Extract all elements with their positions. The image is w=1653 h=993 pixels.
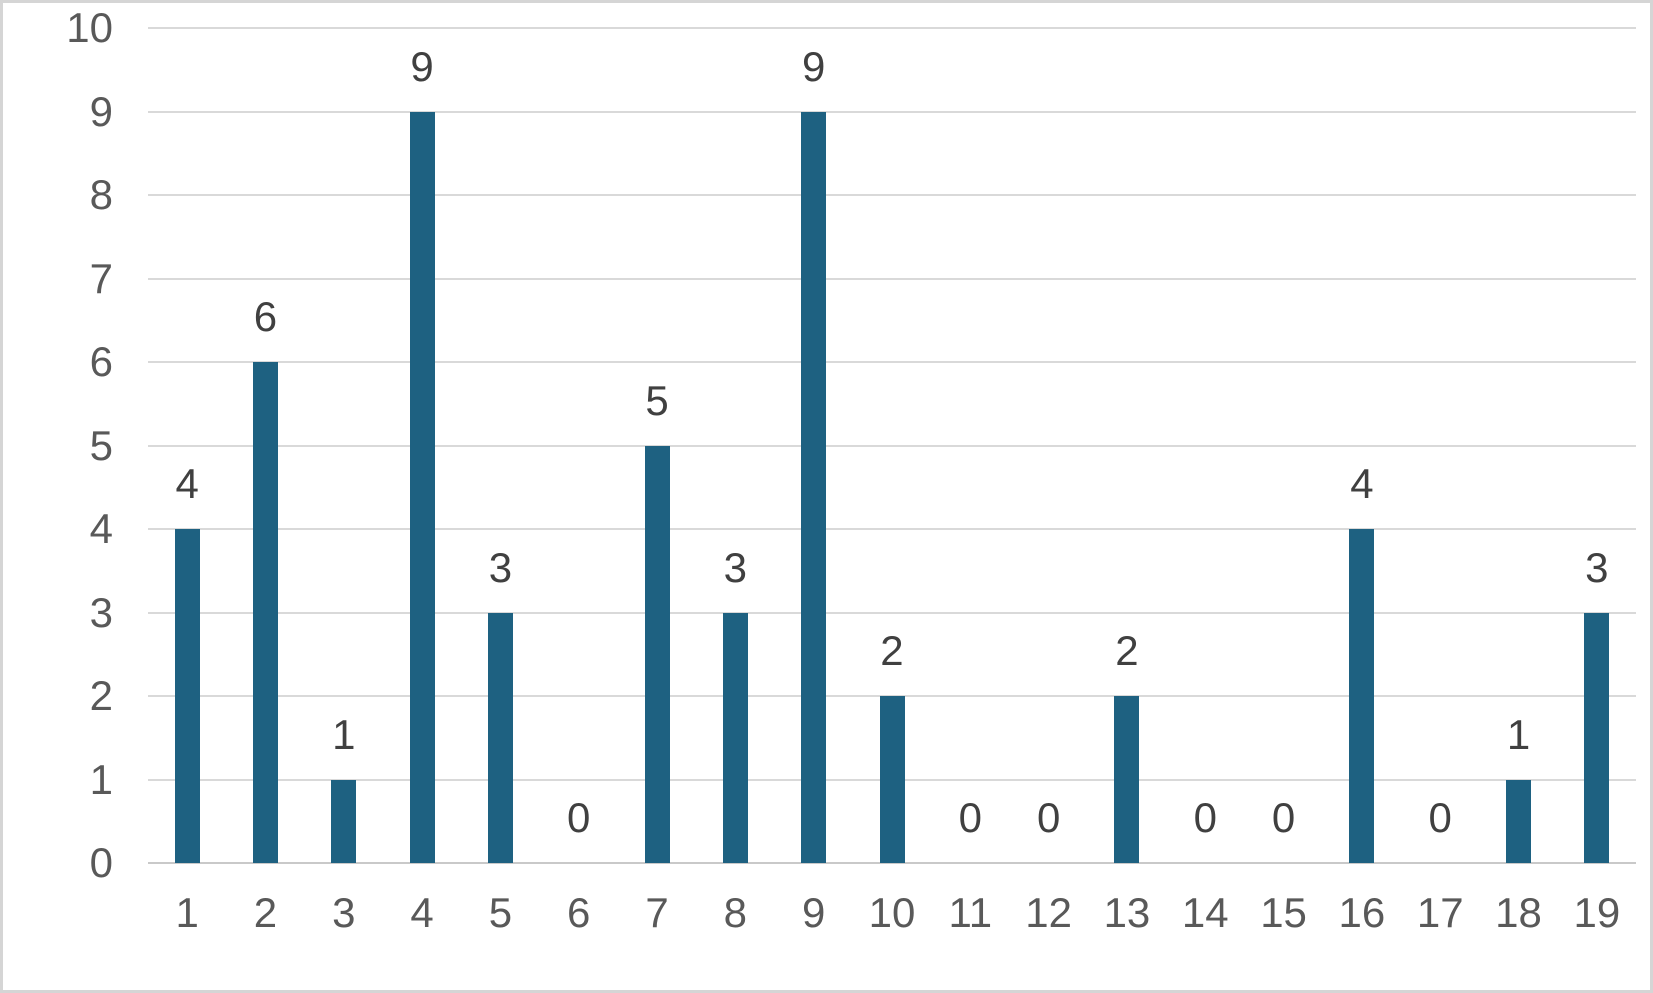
- x-tick-label-16: 16: [1338, 889, 1386, 936]
- x-tick-label-2: 2: [253, 889, 278, 936]
- x-tick-label-19: 19: [1573, 889, 1621, 936]
- bar-4: [409, 111, 435, 863]
- x-tick-label-3: 3: [332, 889, 356, 936]
- data-label-7: 5: [645, 376, 669, 424]
- x-tick-label-10: 10: [868, 889, 916, 936]
- bar-19: [1584, 612, 1610, 863]
- data-label-14: 0: [1193, 794, 1217, 841]
- bar-9: [801, 111, 827, 863]
- x-tick-label-9: 9: [801, 889, 826, 936]
- x-tick-label-12: 12: [1025, 889, 1072, 936]
- data-label-1: 4: [175, 460, 199, 507]
- x-tick-label-5: 5: [488, 889, 513, 936]
- y-tick-label-3: 3: [89, 588, 113, 636]
- plot-area: 4 6 1 9 3 0 5 3 9 2 0 0 2 0 0 4 0 1 3: [148, 27, 1636, 864]
- y-tick-label-0: 0: [89, 839, 113, 886]
- data-label-2: 6: [253, 293, 278, 340]
- gridline-y9: [148, 110, 1636, 113]
- gridline-y3: [148, 611, 1636, 614]
- y-tick-label-7: 7: [89, 254, 113, 302]
- x-tick-label-15: 15: [1260, 889, 1307, 936]
- data-label-18: 1: [1506, 710, 1531, 758]
- bar-8: [722, 612, 748, 863]
- data-label-8: 3: [723, 543, 748, 591]
- data-label-19: 3: [1585, 543, 1609, 591]
- x-tick-label-13: 13: [1103, 889, 1151, 936]
- bar-10: [879, 696, 905, 863]
- x-axis-line: [148, 862, 1636, 864]
- x-tick-label-17: 17: [1416, 889, 1464, 936]
- data-label-16: 4: [1350, 460, 1374, 507]
- data-label-15: 0: [1271, 794, 1296, 841]
- gridline-y10: [148, 27, 1636, 29]
- data-label-3: 1: [332, 710, 356, 758]
- data-label-9: 9: [801, 42, 826, 90]
- y-tick-label-4: 4: [89, 505, 113, 552]
- x-tick-label-11: 11: [948, 889, 993, 936]
- gridline-y7: [148, 277, 1636, 280]
- data-label-13: 2: [1115, 627, 1139, 674]
- x-tick-label-1: 1: [175, 889, 199, 936]
- x-tick-label-4: 4: [410, 889, 434, 936]
- x-tick-label-6: 6: [567, 889, 591, 936]
- data-label-12: 0: [1036, 794, 1061, 841]
- y-tick-label-8: 8: [89, 171, 113, 218]
- x-tick-label-7: 7: [645, 889, 669, 936]
- bar-2: [252, 362, 278, 863]
- data-label-6: 0: [567, 794, 591, 841]
- y-tick-label-1: 1: [89, 755, 113, 803]
- x-tick-label-14: 14: [1181, 889, 1229, 936]
- bar-1: [174, 529, 200, 863]
- bar-13: [1114, 696, 1140, 863]
- gridline-y4: [148, 528, 1636, 530]
- data-label-4: 9: [410, 42, 434, 90]
- y-tick-label-2: 2: [89, 672, 113, 719]
- x-tick-label-8: 8: [723, 889, 748, 936]
- bar-18: [1506, 779, 1532, 863]
- gridline-y5: [148, 444, 1636, 447]
- y-tick-label-6: 6: [89, 338, 113, 385]
- data-label-10: 2: [880, 627, 904, 674]
- y-tick-label-5: 5: [89, 421, 113, 469]
- gridline-y8: [148, 194, 1636, 196]
- bar-5: [487, 612, 513, 863]
- y-tick-label-10: 10: [66, 4, 113, 51]
- y-tick-label-9: 9: [89, 87, 113, 135]
- bar-7: [644, 445, 670, 863]
- data-label-11: 0: [958, 794, 982, 841]
- bar-3: [331, 779, 357, 863]
- bar-16: [1349, 529, 1375, 863]
- data-label-17: 0: [1428, 794, 1452, 841]
- gridline-y6: [148, 361, 1636, 363]
- x-tick-label-18: 18: [1495, 889, 1542, 936]
- data-label-5: 3: [488, 543, 513, 591]
